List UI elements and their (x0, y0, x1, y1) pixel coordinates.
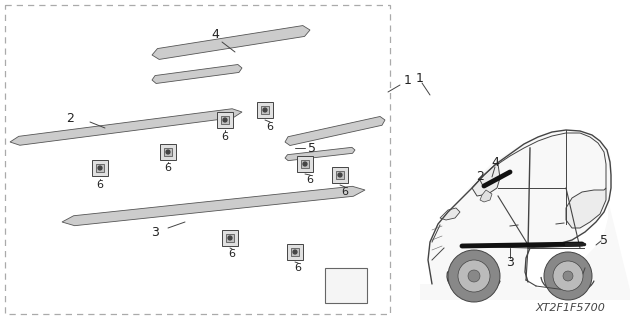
Polygon shape (62, 186, 365, 226)
Bar (222, 230, 238, 246)
Circle shape (293, 250, 297, 254)
Bar (92, 160, 108, 176)
Circle shape (338, 173, 342, 177)
Text: 3: 3 (506, 256, 514, 269)
Polygon shape (440, 208, 460, 220)
Bar (257, 102, 273, 118)
Circle shape (448, 250, 500, 302)
Polygon shape (285, 116, 385, 145)
Text: 1: 1 (416, 71, 424, 85)
Text: 6: 6 (164, 163, 172, 173)
Polygon shape (10, 109, 242, 145)
Polygon shape (152, 64, 242, 84)
Text: 6: 6 (266, 122, 273, 132)
Bar (332, 167, 348, 183)
Bar (217, 112, 233, 128)
Circle shape (263, 108, 267, 112)
Bar (260, 106, 269, 115)
Text: 6: 6 (228, 249, 236, 259)
Circle shape (553, 261, 583, 291)
Text: 1: 1 (404, 73, 412, 86)
Circle shape (303, 162, 307, 166)
Circle shape (98, 166, 102, 170)
Text: 6: 6 (294, 263, 301, 273)
Text: 5: 5 (600, 234, 608, 247)
Bar (291, 248, 300, 256)
Bar (5, 5, 390, 314)
Bar (335, 171, 344, 179)
Text: 4: 4 (211, 27, 219, 41)
Circle shape (544, 252, 592, 300)
Text: 2: 2 (66, 112, 74, 124)
Text: 3: 3 (151, 226, 159, 239)
Text: XT2F1F5700: XT2F1F5700 (535, 303, 605, 313)
Text: 2: 2 (476, 169, 484, 182)
Circle shape (228, 236, 232, 240)
Bar (301, 160, 309, 168)
Bar (164, 148, 172, 156)
Circle shape (458, 260, 490, 292)
Circle shape (166, 150, 170, 154)
Text: 4: 4 (491, 157, 499, 169)
Text: 6: 6 (307, 175, 314, 185)
Text: 6: 6 (221, 132, 228, 142)
Polygon shape (420, 130, 630, 300)
Bar (226, 234, 234, 242)
Polygon shape (285, 147, 355, 161)
Text: 6: 6 (97, 180, 104, 190)
Text: 6: 6 (342, 187, 349, 197)
Bar (160, 144, 176, 160)
Circle shape (223, 118, 227, 122)
Circle shape (468, 270, 480, 282)
Polygon shape (566, 188, 606, 228)
Bar (95, 164, 104, 172)
Polygon shape (472, 164, 500, 196)
Circle shape (563, 271, 573, 281)
Polygon shape (480, 190, 492, 202)
Bar (325, 268, 367, 303)
Polygon shape (152, 26, 310, 59)
Text: 5: 5 (308, 142, 316, 154)
Bar (221, 115, 229, 124)
Bar (297, 156, 313, 172)
Bar (287, 244, 303, 260)
